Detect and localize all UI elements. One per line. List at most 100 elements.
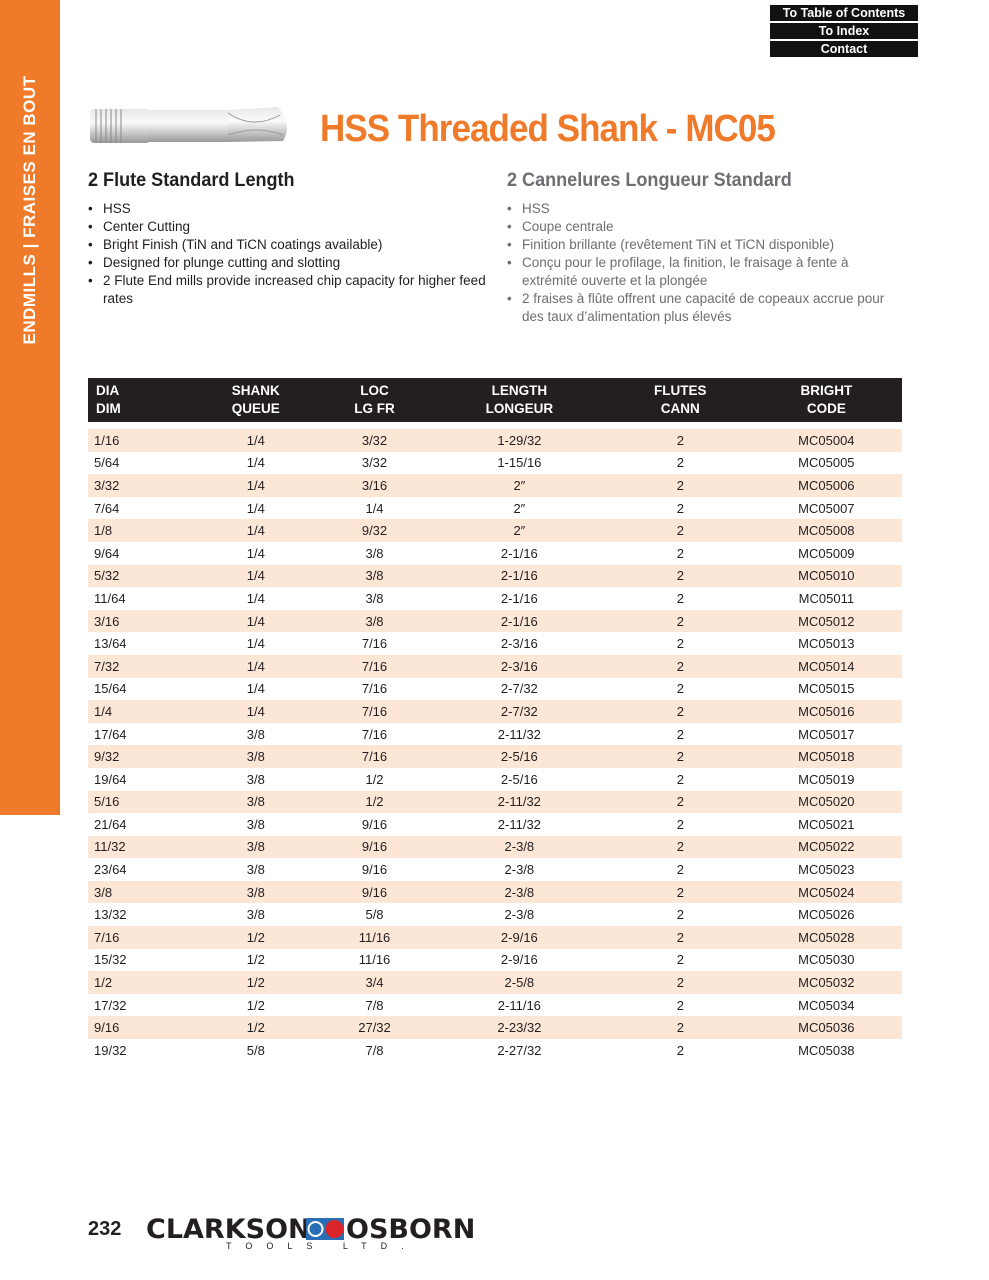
table-cell: 9/16	[361, 816, 388, 832]
table-cell: MC05010	[750, 564, 902, 588]
table-cell: 2″	[428, 474, 610, 497]
logo-emblem-icon	[306, 1218, 344, 1240]
table-cell: 2-5/8	[428, 971, 610, 994]
table-cell: 1/2	[320, 790, 429, 814]
table-cell: 2	[676, 862, 684, 878]
table-cell: 9/32	[320, 519, 429, 542]
table-cell: 7/8	[365, 997, 384, 1013]
feature-bullet: Finition brillante (revêtement TiN et Ti…	[507, 236, 907, 254]
table-row: 3/16 1/4 3/8 2-1/16 2 MC05012	[88, 609, 902, 633]
table-cell: 1/2	[191, 926, 321, 949]
contact-link[interactable]: Contact	[770, 41, 918, 57]
column-header: LENGTH LONGEUR	[428, 378, 610, 422]
table-cell: 7/16	[320, 745, 429, 768]
table-row: 9/32 3/8 7/16 2-5/16 2 MC05018	[88, 745, 902, 768]
table-row: 1/16 1/4 3/32 1-29/32 2 MC05004	[88, 429, 902, 452]
table-cell: 17/32	[94, 997, 127, 1013]
table-cell: 2	[676, 545, 684, 561]
table-cell: 2-3/16	[428, 654, 610, 678]
table-cell: 27/32	[320, 1016, 429, 1040]
table-cell: 7/16	[361, 681, 388, 697]
index-link[interactable]: To Index	[770, 23, 918, 39]
table-cell: MC05017	[798, 726, 855, 742]
table-cell: MC05026	[798, 907, 855, 923]
table-row: 3/32 1/4 3/16 2″ 2 MC05006	[88, 474, 902, 497]
table-cell: 2	[609, 745, 751, 768]
column-header: SHANK QUEUE	[191, 378, 321, 422]
table-cell: 2-27/32	[497, 1042, 542, 1058]
table-row: 17/32 1/2 7/8 2-11/16 2 MC05034	[88, 994, 902, 1017]
table-cell: 1/4	[246, 500, 265, 516]
table-cell: 2-3/16	[500, 636, 538, 652]
table-row: 7/64 1/4 1/4 2″ 2 MC05007	[88, 497, 902, 520]
feature-bullet: 2 Flute End mills provide increased chip…	[88, 272, 488, 308]
table-row: 5/64 1/4 3/32 1-15/16 2 MC05005	[88, 452, 902, 475]
table-cell: 3/8	[246, 726, 265, 742]
table-cell: 3/32	[361, 455, 388, 471]
endmill-image	[90, 107, 287, 143]
table-cell: 1/4	[365, 500, 384, 516]
table-cell: 2-1/16	[428, 564, 610, 588]
table-cell: 1/4	[191, 654, 321, 678]
table-cell: 13/64	[94, 636, 127, 652]
table-cell: 21/64	[94, 816, 127, 832]
logo-subtitle: TOOLS LTD.	[226, 1241, 418, 1251]
table-cell: 1/16	[88, 429, 192, 452]
table-cell: 5/64	[94, 455, 120, 471]
column-header: DIA DIM	[88, 378, 192, 422]
table-cell: MC05032	[750, 971, 902, 994]
table-cell: MC05007	[798, 500, 855, 516]
column-header: LOC LG FR	[320, 378, 429, 422]
table-cell: MC05036	[750, 1016, 902, 1040]
table-cell: 3/8	[191, 790, 321, 814]
table-cell: MC05015	[798, 681, 855, 697]
table-row: 7/32 1/4 7/16 2-3/16 2 MC05014	[88, 654, 902, 678]
table-cell: 2-1/16	[500, 545, 538, 561]
table-cell: MC05012	[750, 609, 902, 633]
table-cell: 23/64	[94, 862, 127, 878]
table-cell: 19/64	[94, 771, 127, 787]
table-cell: 2-3/8	[428, 835, 610, 859]
table-cell: 2	[609, 835, 751, 859]
table-cell: 1/4	[191, 474, 321, 497]
table-cell: 2	[676, 590, 684, 606]
table-cell: MC05022	[750, 835, 902, 859]
table-cell: 2-11/16	[497, 997, 541, 1013]
table-row: 9/64 1/4 3/8 2-1/16 2 MC05009	[88, 542, 902, 565]
table-cell: 1/2	[88, 971, 192, 994]
table-row: 15/64 1/4 7/16 2-7/32 2 MC05015	[88, 678, 902, 701]
table-of-contents-link[interactable]: To Table of Contents	[770, 5, 918, 21]
table-cell: 1/2	[191, 971, 321, 994]
table-cell: 9/32	[88, 745, 192, 768]
table-cell: 9/16	[88, 1016, 192, 1040]
table-cell: 1/4	[88, 700, 192, 723]
table-cell: 1/4	[191, 519, 321, 542]
table-cell: 1-15/16	[497, 455, 542, 471]
table-cell: 3/8	[246, 862, 265, 878]
table-row: 11/32 3/8 9/16 2-3/8 2 MC05022	[88, 835, 902, 859]
table-row: 13/32 3/8 5/8 2-3/8 2 MC05026	[88, 903, 902, 926]
table-cell: 2	[676, 1042, 684, 1058]
nav-buttons: To Table of Contents To Index Contact	[770, 5, 918, 59]
table-cell: MC05020	[750, 790, 902, 814]
table-cell: 1/4	[246, 636, 265, 652]
table-cell: 2	[609, 971, 751, 994]
header-en: FLUTES	[654, 383, 707, 398]
table-row: 7/16 1/2 11/16 2-9/16 2 MC05028	[88, 926, 902, 949]
table-cell: MC05016	[750, 700, 902, 723]
table-cell: 11/32	[88, 835, 192, 859]
english-heading: 2 Flute Standard Length	[88, 170, 295, 191]
table-cell: MC05030	[798, 952, 855, 968]
page-title: HSS Threaded Shank - MC05	[320, 108, 776, 150]
feature-bullet: Bright Finish (TiN and TiCN coatings ava…	[88, 236, 488, 254]
table-cell: 1/2	[191, 1016, 321, 1040]
table-cell: 2-11/32	[428, 790, 610, 814]
table-cell: MC05011	[798, 590, 855, 606]
table-row: 3/8 3/8 9/16 2-3/8 2 MC05024	[88, 880, 902, 904]
table-cell: 2	[609, 519, 751, 542]
table-cell: 11/16	[320, 926, 429, 949]
table-cell: 2	[676, 500, 684, 516]
table-cell: 3/8	[191, 835, 321, 859]
english-features: 2 Flute Standard Length HSSCenter Cuttin…	[88, 170, 488, 308]
table-row: 5/32 1/4 3/8 2-1/16 2 MC05010	[88, 564, 902, 588]
